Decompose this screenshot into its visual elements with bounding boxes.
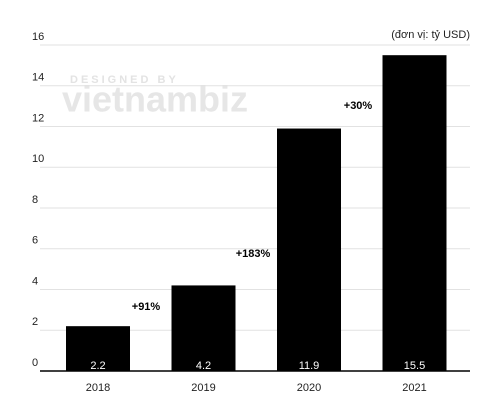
value-label: 2.2 [90, 360, 105, 372]
unit-note: (đơn vị: tỷ USD) [391, 29, 470, 41]
watermark: vietnambiz [62, 79, 248, 120]
bar [66, 326, 130, 371]
y-tick-label: 10 [32, 153, 44, 165]
y-tick-label: 4 [32, 275, 38, 287]
x-tick-label: 2019 [191, 382, 215, 394]
value-label: 4.2 [196, 360, 211, 372]
growth-label: +91% [132, 301, 161, 313]
y-tick-label: 14 [32, 72, 44, 84]
y-tick-label: 12 [32, 112, 44, 124]
y-tick-label: 6 [32, 235, 38, 247]
value-label: 11.9 [299, 360, 320, 372]
x-tick-label: 2021 [402, 382, 426, 394]
growth-label: +30% [344, 100, 373, 112]
bar [171, 285, 236, 371]
y-tick-label: 0 [32, 357, 38, 369]
bar [277, 128, 341, 371]
bar [382, 55, 447, 371]
y-tick-label: 16 [32, 31, 44, 43]
value-label: 15.5 [404, 360, 425, 372]
watermark: DESIGNED BY [70, 74, 179, 86]
y-tick-label: 8 [32, 194, 38, 206]
x-tick-label: 2018 [86, 382, 110, 394]
x-tick-label: 2020 [297, 382, 321, 394]
growth-label: +183% [236, 248, 271, 260]
y-tick-label: 2 [32, 316, 38, 328]
